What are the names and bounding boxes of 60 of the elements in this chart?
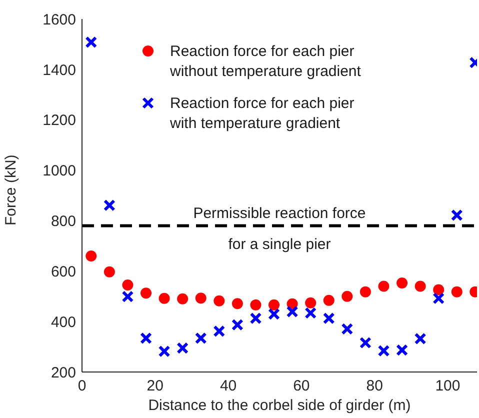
point — [268, 299, 280, 310]
y-tick-label: 1000 — [42, 162, 76, 180]
x-tick-label: 40 — [220, 378, 237, 395]
x-tick-label: 60 — [293, 378, 310, 395]
point — [86, 250, 97, 262]
point — [158, 292, 170, 304]
ref-line-label: Permissible reaction force for a single pier — [193, 204, 366, 253]
point — [85, 36, 98, 48]
point — [103, 199, 116, 212]
point — [451, 286, 462, 298]
point — [450, 209, 463, 222]
point — [286, 306, 298, 318]
y-tick-label: 600 — [50, 263, 76, 280]
point — [122, 290, 134, 303]
point — [104, 266, 115, 278]
point — [122, 280, 134, 291]
legend-label: Reaction force for each pier without temperature gradient — [170, 42, 362, 82]
point — [342, 290, 353, 302]
point — [231, 318, 244, 331]
point — [414, 332, 426, 345]
point — [323, 294, 334, 306]
y-tick-label: 1400 — [42, 62, 76, 79]
point — [360, 286, 371, 298]
point — [341, 322, 354, 335]
x-tick-label: 100 — [435, 378, 460, 395]
point — [140, 288, 152, 299]
point — [194, 332, 207, 344]
point — [214, 295, 225, 306]
y-axis-title: Force (kN) — [2, 154, 20, 226]
point — [158, 345, 170, 358]
point — [396, 277, 408, 288]
y-tick-label: 800 — [50, 213, 76, 230]
point — [140, 332, 152, 344]
point — [213, 325, 226, 338]
point — [378, 280, 390, 292]
x-tick-label: 0 — [78, 378, 86, 395]
point — [432, 292, 445, 304]
point — [268, 308, 280, 320]
point — [396, 344, 408, 356]
x-axis-title: Distance to the corbel side of girder (m) — [148, 397, 411, 414]
y-tick-label: 1600 — [42, 11, 76, 28]
point — [177, 293, 188, 304]
point — [304, 307, 317, 319]
point — [232, 298, 243, 310]
point — [250, 312, 262, 324]
point — [433, 284, 444, 296]
point — [359, 336, 372, 349]
y-tick-label: 1200 — [42, 112, 76, 130]
legend-label: Reaction force for each pier with temperature gradient — [170, 94, 356, 134]
y-tick-label: 400 — [50, 314, 76, 331]
point — [305, 297, 316, 308]
point — [414, 280, 426, 292]
x-tick-label: 80 — [366, 378, 383, 395]
point — [250, 299, 262, 310]
y-tick-label: 200 — [50, 364, 76, 382]
point — [195, 292, 206, 304]
point — [176, 342, 189, 354]
point — [378, 344, 390, 357]
point — [322, 312, 335, 324]
x-tick-label: 20 — [146, 378, 164, 395]
